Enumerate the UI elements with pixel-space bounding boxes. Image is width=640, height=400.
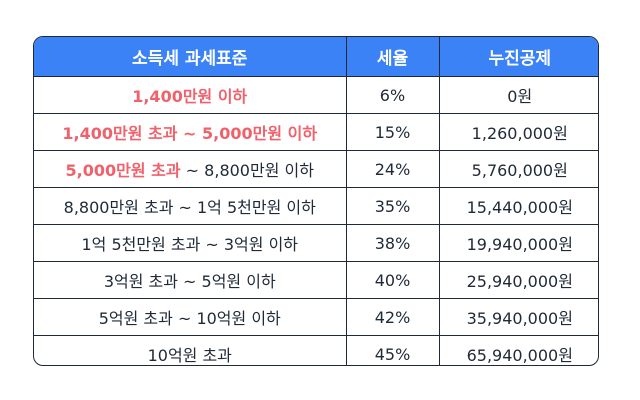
table-row: 1억 5천만원 초과 ~ 3억원 이하 38% 19,940,000원 [34, 224, 598, 262]
bracket-cell: 5억원 초과 ~ 10억원 이하 [34, 298, 347, 336]
bracket-text: ~ 8,800만원 이하 [180, 161, 314, 180]
deduction-cell: 0원 [439, 76, 598, 114]
table-row: 1,400만원 이하 6% 0원 [34, 76, 598, 114]
header-rate: 세율 [346, 37, 440, 77]
bracket-text: 8,800만원 초과 ~ 1억 5천만원 이하 [63, 198, 316, 217]
table-row: 10억원 초과 45% 65,940,000원 [34, 335, 598, 365]
deduction-cell: 5,760,000원 [439, 150, 598, 188]
table-row: 5,000만원 초과 ~ 8,800만원 이하 24% 5,760,000원 [34, 150, 598, 188]
bracket-text: 10억원 초과 [147, 346, 232, 365]
bracket-highlight: 5,000만원 초과 [65, 161, 181, 180]
deduction-cell: 1,260,000원 [439, 113, 598, 151]
table-row: 5억원 초과 ~ 10억원 이하 42% 35,940,000원 [34, 298, 598, 336]
rate-cell: 35% [346, 187, 440, 225]
rate-cell: 38% [346, 224, 440, 262]
bracket-cell: 10억원 초과 [34, 335, 347, 365]
bracket-cell: 1억 5천만원 초과 ~ 3억원 이하 [34, 224, 347, 262]
bracket-text: 3억원 초과 ~ 5억원 이하 [103, 272, 276, 291]
deduction-cell: 25,940,000원 [439, 261, 598, 299]
bracket-highlight: 1,400만원 이하 [132, 87, 248, 106]
bracket-cell: 3억원 초과 ~ 5억원 이하 [34, 261, 347, 299]
rate-cell: 42% [346, 298, 440, 336]
deduction-cell: 19,940,000원 [439, 224, 598, 262]
deduction-cell: 35,940,000원 [439, 298, 598, 336]
bracket-text: 1억 5천만원 초과 ~ 3억원 이하 [81, 235, 299, 254]
rate-cell: 45% [346, 335, 440, 365]
rate-cell: 40% [346, 261, 440, 299]
bracket-text: 5억원 초과 ~ 10억원 이하 [98, 309, 281, 328]
table-row: 8,800만원 초과 ~ 1억 5천만원 이하 35% 15,440,000원 [34, 187, 598, 225]
bracket-cell: 5,000만원 초과 ~ 8,800만원 이하 [34, 150, 347, 188]
bracket-cell: 1,400만원 이하 [34, 76, 347, 114]
table: 소득세 과세표준 세율 누진공제 1,400만원 이하 6% 0원 1,400만… [34, 37, 598, 365]
deduction-cell: 15,440,000원 [439, 187, 598, 225]
rate-cell: 15% [346, 113, 440, 151]
header-bracket: 소득세 과세표준 [34, 37, 347, 77]
header-row: 소득세 과세표준 세율 누진공제 [34, 37, 598, 77]
rate-cell: 24% [346, 150, 440, 188]
table-row: 1,400만원 초과 ~ 5,000만원 이하 15% 1,260,000원 [34, 113, 598, 151]
rate-cell: 6% [346, 76, 440, 114]
header-deduction: 누진공제 [439, 37, 598, 77]
bracket-highlight: 1,400만원 초과 ~ 5,000만원 이하 [62, 124, 318, 143]
tax-rate-table: 소득세 과세표준 세율 누진공제 1,400만원 이하 6% 0원 1,400만… [33, 36, 599, 366]
deduction-cell: 65,940,000원 [466, 346, 573, 365]
table-row: 3억원 초과 ~ 5억원 이하 40% 25,940,000원 [34, 261, 598, 299]
bracket-cell: 1,400만원 초과 ~ 5,000만원 이하 [34, 113, 347, 151]
bracket-cell: 8,800만원 초과 ~ 1억 5천만원 이하 [34, 187, 347, 225]
